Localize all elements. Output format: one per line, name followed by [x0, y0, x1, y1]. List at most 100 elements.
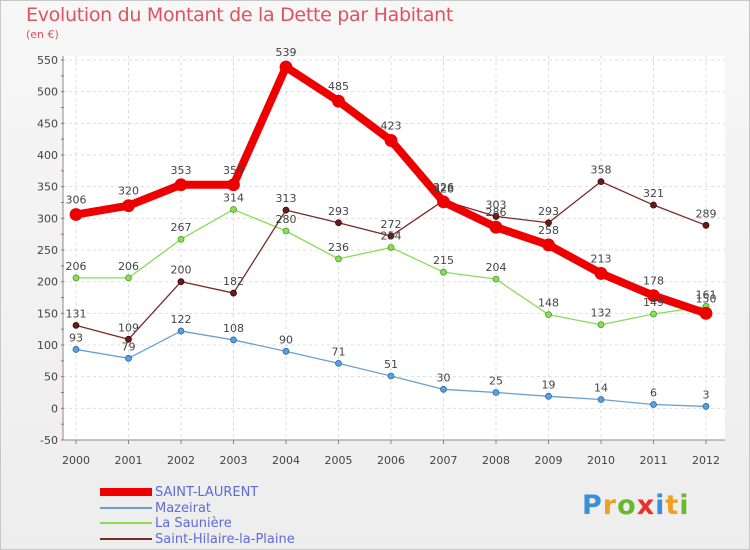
data-point	[230, 289, 237, 297]
data-label: 358	[591, 164, 612, 177]
data-label: 293	[538, 205, 559, 218]
brand-letter: i	[655, 490, 666, 521]
data-label: 321	[643, 187, 664, 200]
data-point	[279, 60, 293, 74]
x-tick-label: 2012	[692, 454, 720, 467]
data-point	[647, 289, 660, 303]
legend-swatch	[100, 522, 152, 524]
data-label: 306	[66, 194, 87, 207]
chart-title: Evolution du Montant de la Dette par Hab…	[26, 4, 454, 26]
x-tick-label: 2003	[220, 454, 248, 467]
data-label: 131	[66, 307, 87, 320]
chart-subtitle: (en €)	[26, 28, 59, 41]
x-tick-label: 2006	[377, 454, 405, 467]
data-point	[702, 221, 710, 229]
data-point	[437, 195, 450, 209]
y-tick-label: 550	[37, 54, 58, 67]
data-point	[702, 403, 710, 410]
data-point	[545, 219, 552, 227]
data-label: 90	[279, 333, 293, 346]
data-point	[125, 354, 132, 362]
data-label: 236	[328, 241, 349, 254]
data-label: 161	[696, 288, 717, 301]
data-point	[72, 346, 80, 353]
x-tick-label: 2011	[640, 454, 668, 467]
data-label: 109	[118, 321, 139, 334]
data-point	[69, 208, 83, 221]
data-point	[387, 372, 395, 380]
data-label: 108	[223, 322, 244, 335]
data-label: 254	[381, 229, 402, 242]
brand-logo: Proxiti	[582, 490, 690, 521]
brand-letter: t	[665, 490, 680, 521]
data-label: 353	[171, 164, 192, 177]
data-label: 6	[650, 387, 657, 400]
y-tick-label: 200	[37, 276, 58, 289]
data-label: 258	[538, 224, 559, 237]
data-point	[492, 389, 500, 396]
data-point	[125, 274, 132, 282]
data-label: 14	[594, 381, 608, 394]
y-tick-label: 500	[37, 86, 58, 99]
data-point	[489, 220, 503, 234]
data-point	[227, 178, 240, 192]
data-label: 30	[437, 371, 451, 384]
data-label: 326	[433, 181, 454, 194]
brand-letter: P	[582, 490, 603, 521]
data-label: 485	[328, 80, 349, 93]
data-label: 213	[591, 252, 612, 265]
data-label: 286	[486, 206, 507, 219]
data-point	[440, 268, 447, 276]
data-point	[597, 396, 605, 403]
legend-swatch	[100, 488, 152, 496]
data-point	[230, 336, 237, 344]
data-point	[594, 267, 608, 280]
brand-letter: r	[602, 490, 618, 521]
data-label: 215	[433, 254, 454, 267]
data-label: 272	[381, 218, 402, 231]
data-point	[440, 385, 447, 393]
x-tick-label: 2002	[167, 454, 195, 467]
data-point	[282, 347, 290, 355]
brand-letter: x	[636, 490, 656, 521]
data-point	[177, 327, 185, 335]
data-label: 206	[66, 260, 87, 273]
data-label: 200	[171, 264, 192, 277]
data-point	[650, 401, 657, 408]
x-tick-label: 2005	[325, 454, 353, 467]
data-label: 314	[223, 191, 244, 204]
legend-label: Saint-Hilaire-la-Plaine	[155, 531, 295, 547]
data-point	[650, 310, 657, 318]
data-label: 71	[332, 345, 346, 358]
data-point	[545, 311, 552, 319]
y-tick-label: 150	[37, 307, 58, 320]
data-label: 320	[118, 185, 139, 198]
legend-swatch	[100, 537, 152, 540]
data-label: 148	[538, 297, 559, 310]
data-label: 178	[643, 275, 664, 288]
data-label: 122	[171, 313, 192, 326]
data-label: 539	[276, 46, 297, 59]
data-point	[597, 321, 605, 329]
data-label: 293	[328, 205, 349, 218]
data-label: 182	[223, 275, 244, 288]
data-label: 204	[486, 261, 507, 274]
data-label: 132	[591, 307, 612, 320]
x-tick-label: 2004	[272, 454, 300, 467]
y-tick-label: 250	[37, 244, 58, 257]
x-tick-label: 2010	[587, 454, 615, 467]
x-tick-label: 2008	[482, 454, 510, 467]
y-tick-label: 100	[37, 339, 58, 352]
data-label: 423	[381, 119, 402, 132]
y-tick-label: 300	[37, 212, 58, 225]
brand-letter: o	[617, 490, 637, 521]
data-label: 150	[696, 292, 717, 305]
data-point	[384, 134, 398, 147]
data-point	[545, 392, 552, 400]
data-point	[542, 238, 555, 252]
data-label: 3	[703, 388, 710, 401]
data-point	[72, 321, 80, 329]
y-tick-label: 400	[37, 149, 58, 162]
data-label: 206	[118, 260, 139, 273]
data-point	[335, 359, 342, 367]
